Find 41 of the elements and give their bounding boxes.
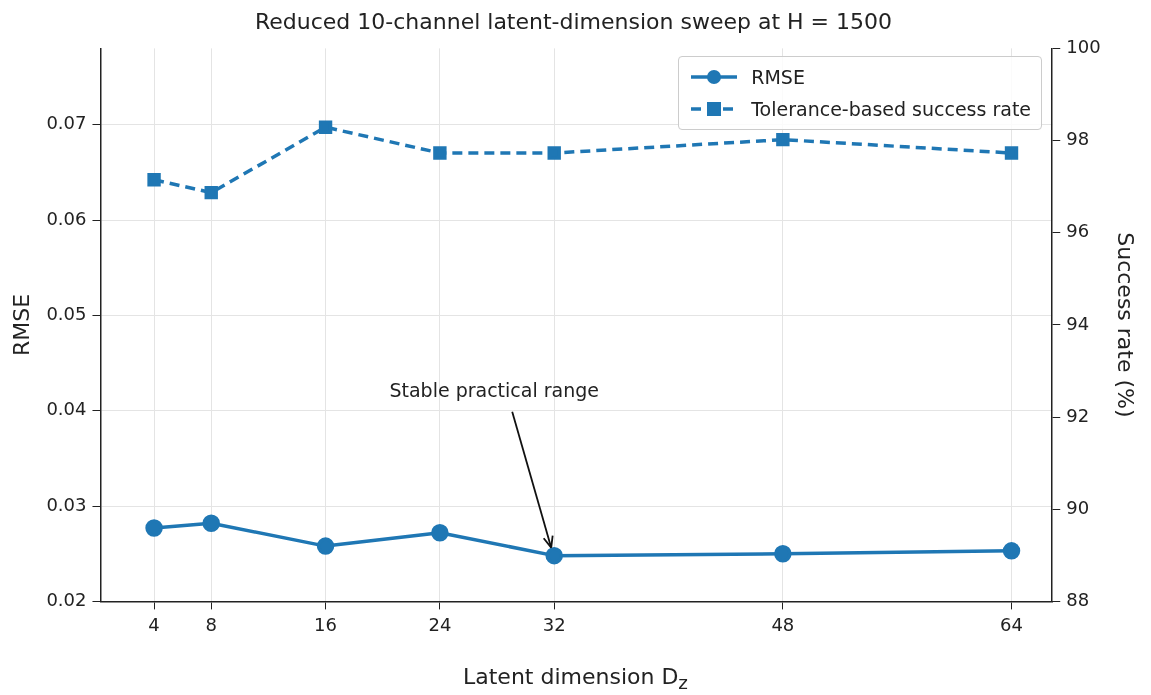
x-tick-label: 4 bbox=[148, 613, 160, 635]
y-tick-label: 0.02 bbox=[46, 589, 87, 611]
y2-tick-label: 100 bbox=[1066, 36, 1101, 58]
y2-tick-label: 92 bbox=[1066, 404, 1090, 426]
annotation: Stable practical range bbox=[389, 378, 599, 401]
x-axis-title: Latent dimension D$_{z}$ bbox=[462, 664, 689, 694]
point bbox=[202, 514, 220, 532]
y2-tick-label: 94 bbox=[1066, 312, 1090, 334]
point bbox=[316, 537, 335, 555]
point bbox=[431, 524, 449, 542]
x-tick-label: 8 bbox=[205, 613, 217, 635]
y-tick-label: 0.03 bbox=[46, 493, 87, 515]
y2-axis-title: Success rate (%) bbox=[1113, 232, 1139, 418]
point bbox=[774, 544, 792, 563]
y2-tick-label: 88 bbox=[1066, 589, 1090, 611]
y-axis-title: RMSE bbox=[8, 293, 34, 356]
x-tick-label: 48 bbox=[771, 613, 795, 635]
point bbox=[145, 519, 163, 537]
x-tick-label: 16 bbox=[314, 613, 338, 635]
y-tick-label: 0.06 bbox=[46, 207, 87, 229]
legend-label: Tolerance-based success rate bbox=[751, 98, 1032, 121]
x-tick-label: 32 bbox=[542, 613, 566, 635]
y-tick-label: 0.05 bbox=[46, 303, 87, 325]
y2-tick-label: 90 bbox=[1066, 496, 1090, 518]
y-tick-label: 0.04 bbox=[46, 398, 87, 420]
y-tick-label: 0.07 bbox=[46, 112, 87, 134]
point bbox=[1002, 542, 1021, 560]
x-tick-label: 64 bbox=[1000, 613, 1023, 635]
point bbox=[147, 173, 161, 187]
point bbox=[1004, 146, 1019, 160]
point bbox=[318, 120, 333, 134]
point bbox=[204, 185, 218, 200]
legend-label: RMSE bbox=[751, 66, 805, 89]
y2-tick-label: 96 bbox=[1066, 220, 1090, 242]
chart-title: Reduced 10-channel latent-dimension sweep at H = 1500 bbox=[254, 8, 893, 34]
point bbox=[545, 546, 563, 565]
y2-tick-label: 98 bbox=[1066, 128, 1090, 150]
point bbox=[433, 146, 447, 160]
point bbox=[547, 146, 561, 160]
x-tick-label: 24 bbox=[428, 613, 452, 635]
point bbox=[776, 132, 790, 147]
